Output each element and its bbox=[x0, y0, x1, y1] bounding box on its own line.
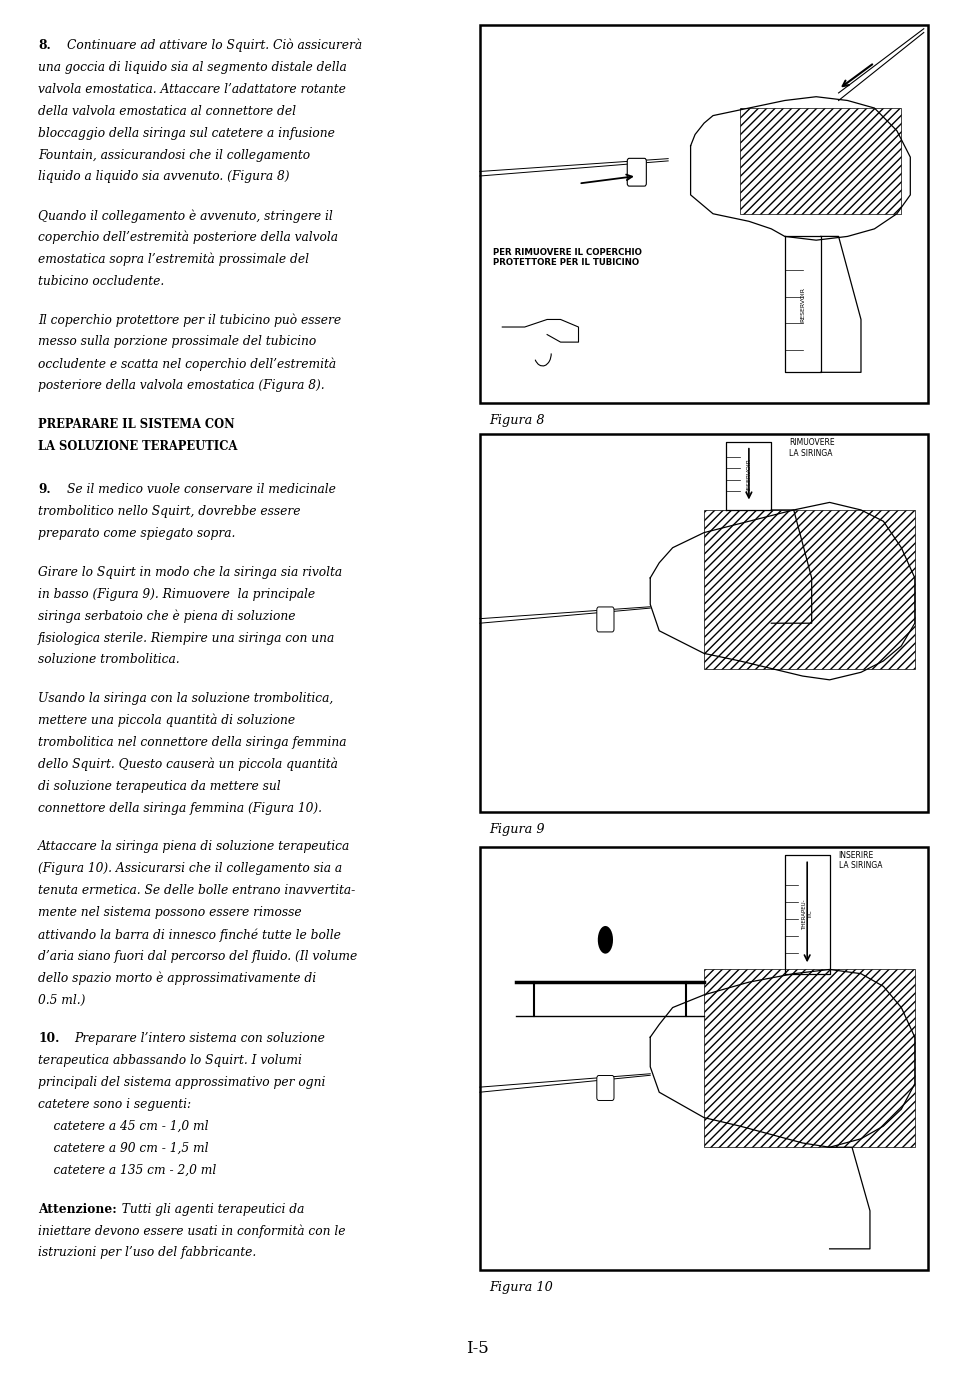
Text: occludente e scatta nel coperchio dell’estremità: occludente e scatta nel coperchio dell’e… bbox=[38, 357, 335, 371]
Text: Continuare ad attivare lo Squirt. Ciò assicurerà: Continuare ad attivare lo Squirt. Ciò as… bbox=[67, 39, 361, 53]
Text: Figura 10: Figura 10 bbox=[489, 1281, 553, 1294]
Text: 0.5 ml.): 0.5 ml.) bbox=[38, 994, 86, 1006]
Text: terapeutica abbassando lo Squirt. I volumi: terapeutica abbassando lo Squirt. I volu… bbox=[38, 1055, 302, 1067]
Text: Attaccare la siringa piena di soluzione terapeutica: Attaccare la siringa piena di soluzione … bbox=[38, 840, 350, 854]
Text: (Figura 10). Assicurarsi che il collegamento sia a: (Figura 10). Assicurarsi che il collegam… bbox=[38, 862, 342, 876]
Text: Attenzione:: Attenzione: bbox=[38, 1202, 117, 1216]
Text: una goccia di liquido sia al segmento distale della: una goccia di liquido sia al segmento di… bbox=[38, 61, 347, 74]
Text: dello spazio morto è approssimativamente di: dello spazio morto è approssimativamente… bbox=[38, 972, 316, 985]
Text: Quando il collegamento è avvenuto, stringere il: Quando il collegamento è avvenuto, strin… bbox=[38, 210, 333, 222]
Text: in basso (Figura 9). Rimuovere  la principale: in basso (Figura 9). Rimuovere la princi… bbox=[38, 587, 314, 601]
Text: RESERVOIR: RESERVOIR bbox=[800, 287, 804, 322]
Text: posteriore della valvola emostatica (Figura 8).: posteriore della valvola emostatica (Fig… bbox=[38, 379, 324, 393]
Text: THERAPEU-
TIC: THERAPEU- TIC bbox=[801, 899, 812, 930]
Text: istruzioni per l’uso del fabbricante.: istruzioni per l’uso del fabbricante. bbox=[38, 1246, 256, 1259]
Text: preparato come spiegato sopra.: preparato come spiegato sopra. bbox=[38, 527, 235, 540]
Text: Figura 8: Figura 8 bbox=[489, 414, 544, 426]
Text: 9.: 9. bbox=[38, 483, 51, 497]
Text: mente nel sistema possono essere rimosse: mente nel sistema possono essere rimosse bbox=[38, 906, 301, 919]
Text: trombolitico nello Squirt, dovrebbe essere: trombolitico nello Squirt, dovrebbe esse… bbox=[38, 505, 300, 518]
Text: trombolitica nel connettore della siringa femmina: trombolitica nel connettore della siring… bbox=[38, 736, 346, 750]
FancyBboxPatch shape bbox=[597, 607, 614, 632]
Text: bloccaggio della siringa sul catetere a infusione: bloccaggio della siringa sul catetere a … bbox=[38, 126, 335, 140]
Text: fisiologica sterile. Riempire una siringa con una: fisiologica sterile. Riempire una siring… bbox=[38, 632, 335, 644]
Text: INSERIRE
LA SIRINGA: INSERIRE LA SIRINGA bbox=[838, 851, 882, 870]
Text: RIMUOVERE
LA SIRINGA: RIMUOVERE LA SIRINGA bbox=[788, 439, 834, 458]
Bar bbox=[479, 434, 927, 812]
FancyBboxPatch shape bbox=[626, 158, 646, 186]
Text: della valvola emostatica al connettore del: della valvola emostatica al connettore d… bbox=[38, 104, 295, 118]
Text: PREPARARE IL SISTEMA CON: PREPARARE IL SISTEMA CON bbox=[38, 418, 234, 430]
Text: emostatica sopra l’estremità prossimale del: emostatica sopra l’estremità prossimale … bbox=[38, 253, 309, 266]
Text: Il coperchio protettore per il tubicino può essere: Il coperchio protettore per il tubicino … bbox=[38, 314, 341, 328]
Text: RESERVOIR: RESERVOIR bbox=[745, 458, 751, 494]
Text: catetere sono i seguenti:: catetere sono i seguenti: bbox=[38, 1098, 192, 1112]
Text: iniettare devono essere usati in conformità con le: iniettare devono essere usati in conform… bbox=[38, 1224, 345, 1238]
Text: Figura 9: Figura 9 bbox=[489, 823, 544, 836]
Text: Usando la siringa con la soluzione trombolitica,: Usando la siringa con la soluzione tromb… bbox=[38, 693, 333, 705]
Bar bbox=[479, 847, 927, 1270]
Text: liquido a liquido sia avvenuto. (Figura 8): liquido a liquido sia avvenuto. (Figura … bbox=[38, 171, 290, 183]
Text: 8.: 8. bbox=[38, 39, 51, 51]
Text: soluzione trombolitica.: soluzione trombolitica. bbox=[38, 654, 179, 666]
Text: valvola emostatica. Attaccare l’adattatore rotante: valvola emostatica. Attaccare l’adattato… bbox=[38, 83, 346, 96]
Bar bbox=[703, 509, 914, 669]
Polygon shape bbox=[598, 926, 613, 954]
Text: attivando la barra di innesco finché tutte le bolle: attivando la barra di innesco finché tut… bbox=[38, 929, 340, 941]
Text: Se il medico vuole conservare il medicinale: Se il medico vuole conservare il medicin… bbox=[67, 483, 335, 497]
Text: LA SOLUZIONE TERAPEUTICA: LA SOLUZIONE TERAPEUTICA bbox=[38, 440, 237, 452]
Text: 10.: 10. bbox=[38, 1033, 59, 1045]
FancyBboxPatch shape bbox=[597, 1076, 614, 1101]
Text: catetere a 45 cm - 1,0 ml: catetere a 45 cm - 1,0 ml bbox=[38, 1120, 209, 1133]
Text: messo sulla porzione prossimale del tubicino: messo sulla porzione prossimale del tubi… bbox=[38, 336, 316, 348]
Bar bbox=[740, 108, 901, 214]
Text: Girare lo Squirt in modo che la siringa sia rivolta: Girare lo Squirt in modo che la siringa … bbox=[38, 566, 342, 579]
Text: d’aria siano fuori dal percorso del fluido. (Il volume: d’aria siano fuori dal percorso del flui… bbox=[38, 949, 357, 963]
Bar bbox=[703, 969, 914, 1148]
Bar bbox=[479, 25, 927, 403]
Text: connettore della siringa femmina (Figura 10).: connettore della siringa femmina (Figura… bbox=[38, 802, 322, 815]
Text: I-5: I-5 bbox=[465, 1341, 488, 1357]
Text: di soluzione terapeutica da mettere sul: di soluzione terapeutica da mettere sul bbox=[38, 780, 280, 793]
Text: dello Squirt. Questo causerà un piccola quantità: dello Squirt. Questo causerà un piccola … bbox=[38, 758, 337, 772]
Text: principali del sistema approssimativo per ogni: principali del sistema approssimativo pe… bbox=[38, 1076, 325, 1090]
Text: catetere a 135 cm - 2,0 ml: catetere a 135 cm - 2,0 ml bbox=[38, 1165, 216, 1177]
Text: coperchio dell’estremità posteriore della valvola: coperchio dell’estremità posteriore dell… bbox=[38, 230, 337, 244]
Text: catetere a 90 cm - 1,5 ml: catetere a 90 cm - 1,5 ml bbox=[38, 1142, 209, 1155]
Text: Fountain, assicurandosi che il collegamento: Fountain, assicurandosi che il collegame… bbox=[38, 149, 310, 161]
Text: Tutti gli agenti terapeutici da: Tutti gli agenti terapeutici da bbox=[114, 1202, 305, 1216]
Text: siringa serbatoio che è piena di soluzione: siringa serbatoio che è piena di soluzio… bbox=[38, 609, 295, 623]
Text: Preparare l’intero sistema con soluzione: Preparare l’intero sistema con soluzione bbox=[74, 1033, 325, 1045]
Text: tenuta ermetica. Se delle bolle entrano inavvertita-: tenuta ermetica. Se delle bolle entrano … bbox=[38, 884, 355, 897]
Text: tubicino occludente.: tubicino occludente. bbox=[38, 275, 164, 287]
Text: PER RIMUOVERE IL COPERCHIO
PROTETTORE PER IL TUBICINO: PER RIMUOVERE IL COPERCHIO PROTETTORE PE… bbox=[493, 247, 641, 266]
Text: mettere una piccola quantità di soluzione: mettere una piccola quantità di soluzion… bbox=[38, 713, 295, 727]
